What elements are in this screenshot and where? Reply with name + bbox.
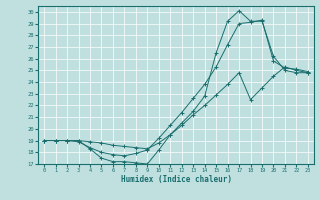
X-axis label: Humidex (Indice chaleur): Humidex (Indice chaleur) xyxy=(121,175,231,184)
